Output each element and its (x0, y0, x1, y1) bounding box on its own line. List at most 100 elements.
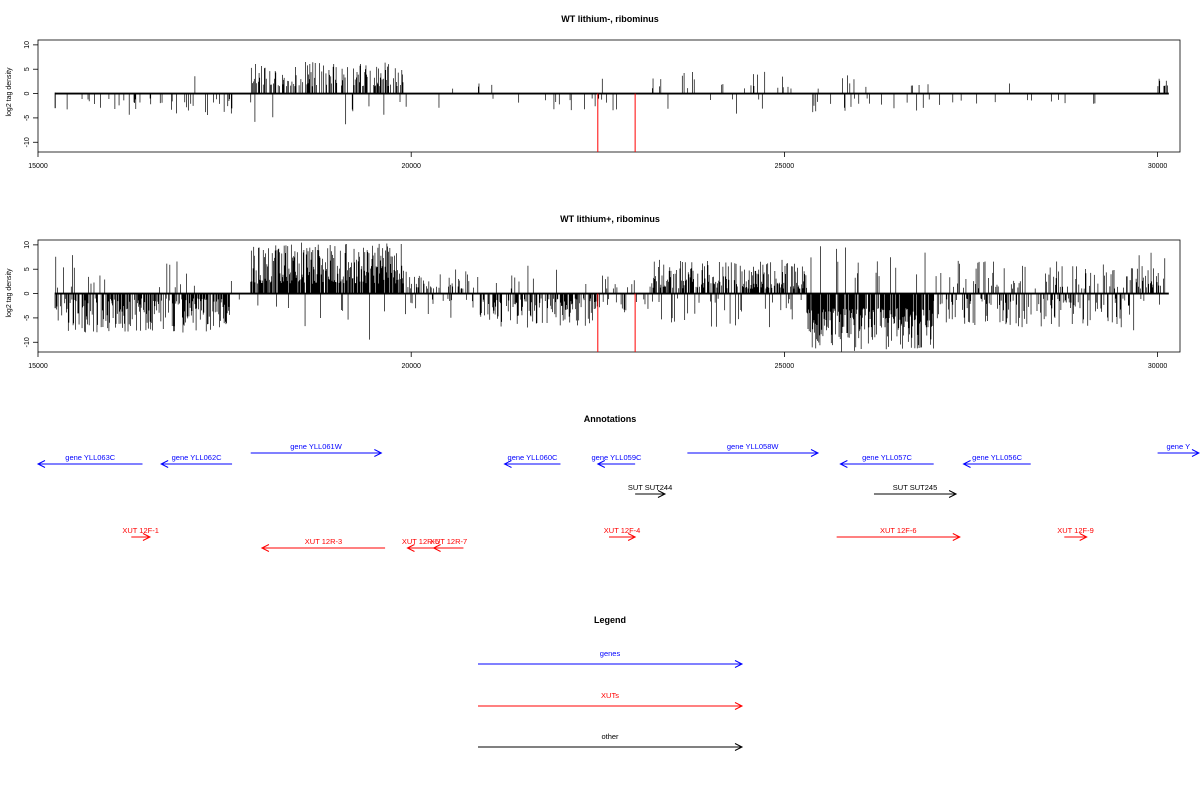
legend-label: XUTs (601, 691, 619, 700)
arrow-head (734, 660, 744, 668)
y-tick-label: 5 (24, 67, 31, 71)
coverage-panel-lithium-plus: WT lithium+, ribominus log2 tag density … (6, 214, 1181, 370)
legend-item-other: other (478, 732, 744, 751)
arrow-head (657, 490, 667, 498)
y-axis-label: log2 tag density (6, 268, 13, 318)
feature-gene: gene YLL058W (687, 442, 820, 457)
x-tick-label: 30000 (1148, 163, 1168, 170)
y-tick-label: 5 (24, 267, 31, 271)
feature-label: gene YLL056C (972, 453, 1022, 462)
feature-label: XUT 12R-3 (305, 537, 342, 546)
y-tick-label: -5 (24, 115, 31, 121)
axes: 15000 20000 25000 30000 10 5 0 -5 -10 (24, 241, 1167, 370)
feature-label: XUT 12F-4 (604, 526, 641, 535)
feature-label: gene YLL062C (172, 453, 222, 462)
arrow-head (952, 533, 961, 541)
feature-xut: XUT 12R-5 (402, 537, 439, 552)
feature-label: gene YLL061W (290, 442, 342, 451)
plot-frame (37, 239, 1181, 353)
legend: Legend genes XUTs other (478, 615, 744, 751)
arrow-head (374, 449, 383, 457)
x-tick-label: 25000 (775, 363, 795, 370)
panel-title: WT lithium+, ribominus (560, 214, 660, 224)
feature-xut: XUT 12F-1 (122, 526, 159, 541)
x-tick-label: 20000 (401, 363, 421, 370)
coverage-bars (54, 242, 1169, 352)
legend-title: Legend (594, 615, 626, 625)
feature-label: SUT SUT244 (628, 483, 672, 492)
feature-layer: gene YLL063C gene YLL062C gene YLL061W gene… (36, 442, 1200, 552)
arrow-head (1079, 533, 1088, 541)
arrow-head (810, 449, 820, 457)
feature-label: XUT 12F-9 (1057, 526, 1094, 535)
x-tick-label: 20000 (401, 163, 421, 170)
y-tick-label: -5 (24, 315, 31, 321)
arrow-head (627, 533, 637, 541)
y-tick-label: 10 (24, 41, 31, 49)
panel-title: WT lithium-, ribominus (561, 14, 659, 24)
y-tick-label: 10 (24, 241, 31, 249)
legend-item-xut: XUTs (478, 691, 744, 710)
feature-label: XUT 12F-6 (880, 526, 917, 535)
arrow-head (36, 460, 46, 468)
feature-gene: gene YLL062C (160, 453, 233, 468)
legend-items: genes XUTs other (478, 649, 744, 751)
legend-label: genes (600, 649, 621, 658)
feature-xut: XUT 12R-3 (260, 537, 386, 552)
feature-label: gene YLL063C (65, 453, 115, 462)
plot-frame (37, 39, 1181, 153)
x-tick-label: 25000 (775, 163, 795, 170)
arrow-head (142, 533, 152, 541)
coverage-bar-series (55, 242, 1166, 352)
x-tick-label: 30000 (1148, 363, 1168, 370)
feature-gene: gene YLL060C (503, 453, 561, 468)
feature-other: SUT SUT244 (628, 483, 672, 498)
x-tick-label: 15000 (28, 163, 48, 170)
feature-gene: gene YLL063C (36, 453, 143, 468)
feature-other: SUT SUT245 (873, 483, 958, 498)
arrow-head (839, 460, 848, 468)
y-tick-label: 0 (24, 292, 31, 296)
feature-label: gene Y (1166, 442, 1190, 451)
arrow-head (962, 460, 971, 468)
feature-xut: XUT 12F-4 (604, 526, 641, 541)
feature-label: gene YLL060C (508, 453, 558, 462)
coverage-bar-series (66, 61, 1168, 125)
arrow-head (1191, 449, 1200, 457)
feature-xut: XUT 12F-6 (836, 526, 961, 541)
axes: 15000 20000 25000 30000 10 5 0 -5 -10 (24, 41, 1167, 170)
y-axis-label: log2 tag density (6, 67, 13, 117)
arrow-head (948, 490, 958, 498)
feature-gene: gene YLL056C (962, 453, 1031, 468)
y-tick-label: 0 (24, 92, 31, 96)
feature-xut: XUT 12R-7 (430, 537, 467, 552)
arrow-head (260, 544, 270, 552)
annotations-track: Annotations gene YLL063C gene YLL062Cgene… (36, 414, 1200, 552)
legend-item-gene: genes (478, 649, 744, 668)
coverage-panel-lithium-minus: WT lithium-, ribominus log2 tag density … (6, 14, 1181, 170)
coverage-bars (54, 61, 1169, 152)
x-tick-label: 15000 (28, 363, 48, 370)
feature-label: gene YLL057C (862, 453, 912, 462)
legend-label: other (601, 732, 619, 741)
feature-label: XUT 12R-5 (402, 537, 439, 546)
arrow-head (432, 544, 441, 552)
feature-xut: XUT 12F-9 (1057, 526, 1094, 541)
y-tick-label: -10 (24, 337, 31, 347)
feature-gene: gene YLL061W (250, 442, 383, 457)
arrow-head (406, 544, 415, 552)
arrow-head (596, 460, 606, 468)
annotations-title: Annotations (584, 414, 637, 424)
arrow-head (160, 460, 169, 468)
arrow-head (503, 460, 512, 468)
arrow-head (734, 702, 744, 710)
feature-label: XUT 12F-1 (122, 526, 159, 535)
feature-label: XUT 12R-7 (430, 537, 467, 546)
feature-label: gene YLL059C (592, 453, 642, 462)
y-tick-label: -10 (24, 137, 31, 147)
feature-gene: gene Y (1157, 442, 1200, 457)
feature-label: SUT SUT245 (893, 483, 937, 492)
arrow-head (734, 743, 744, 751)
feature-gene: gene YLL057C (839, 453, 934, 468)
